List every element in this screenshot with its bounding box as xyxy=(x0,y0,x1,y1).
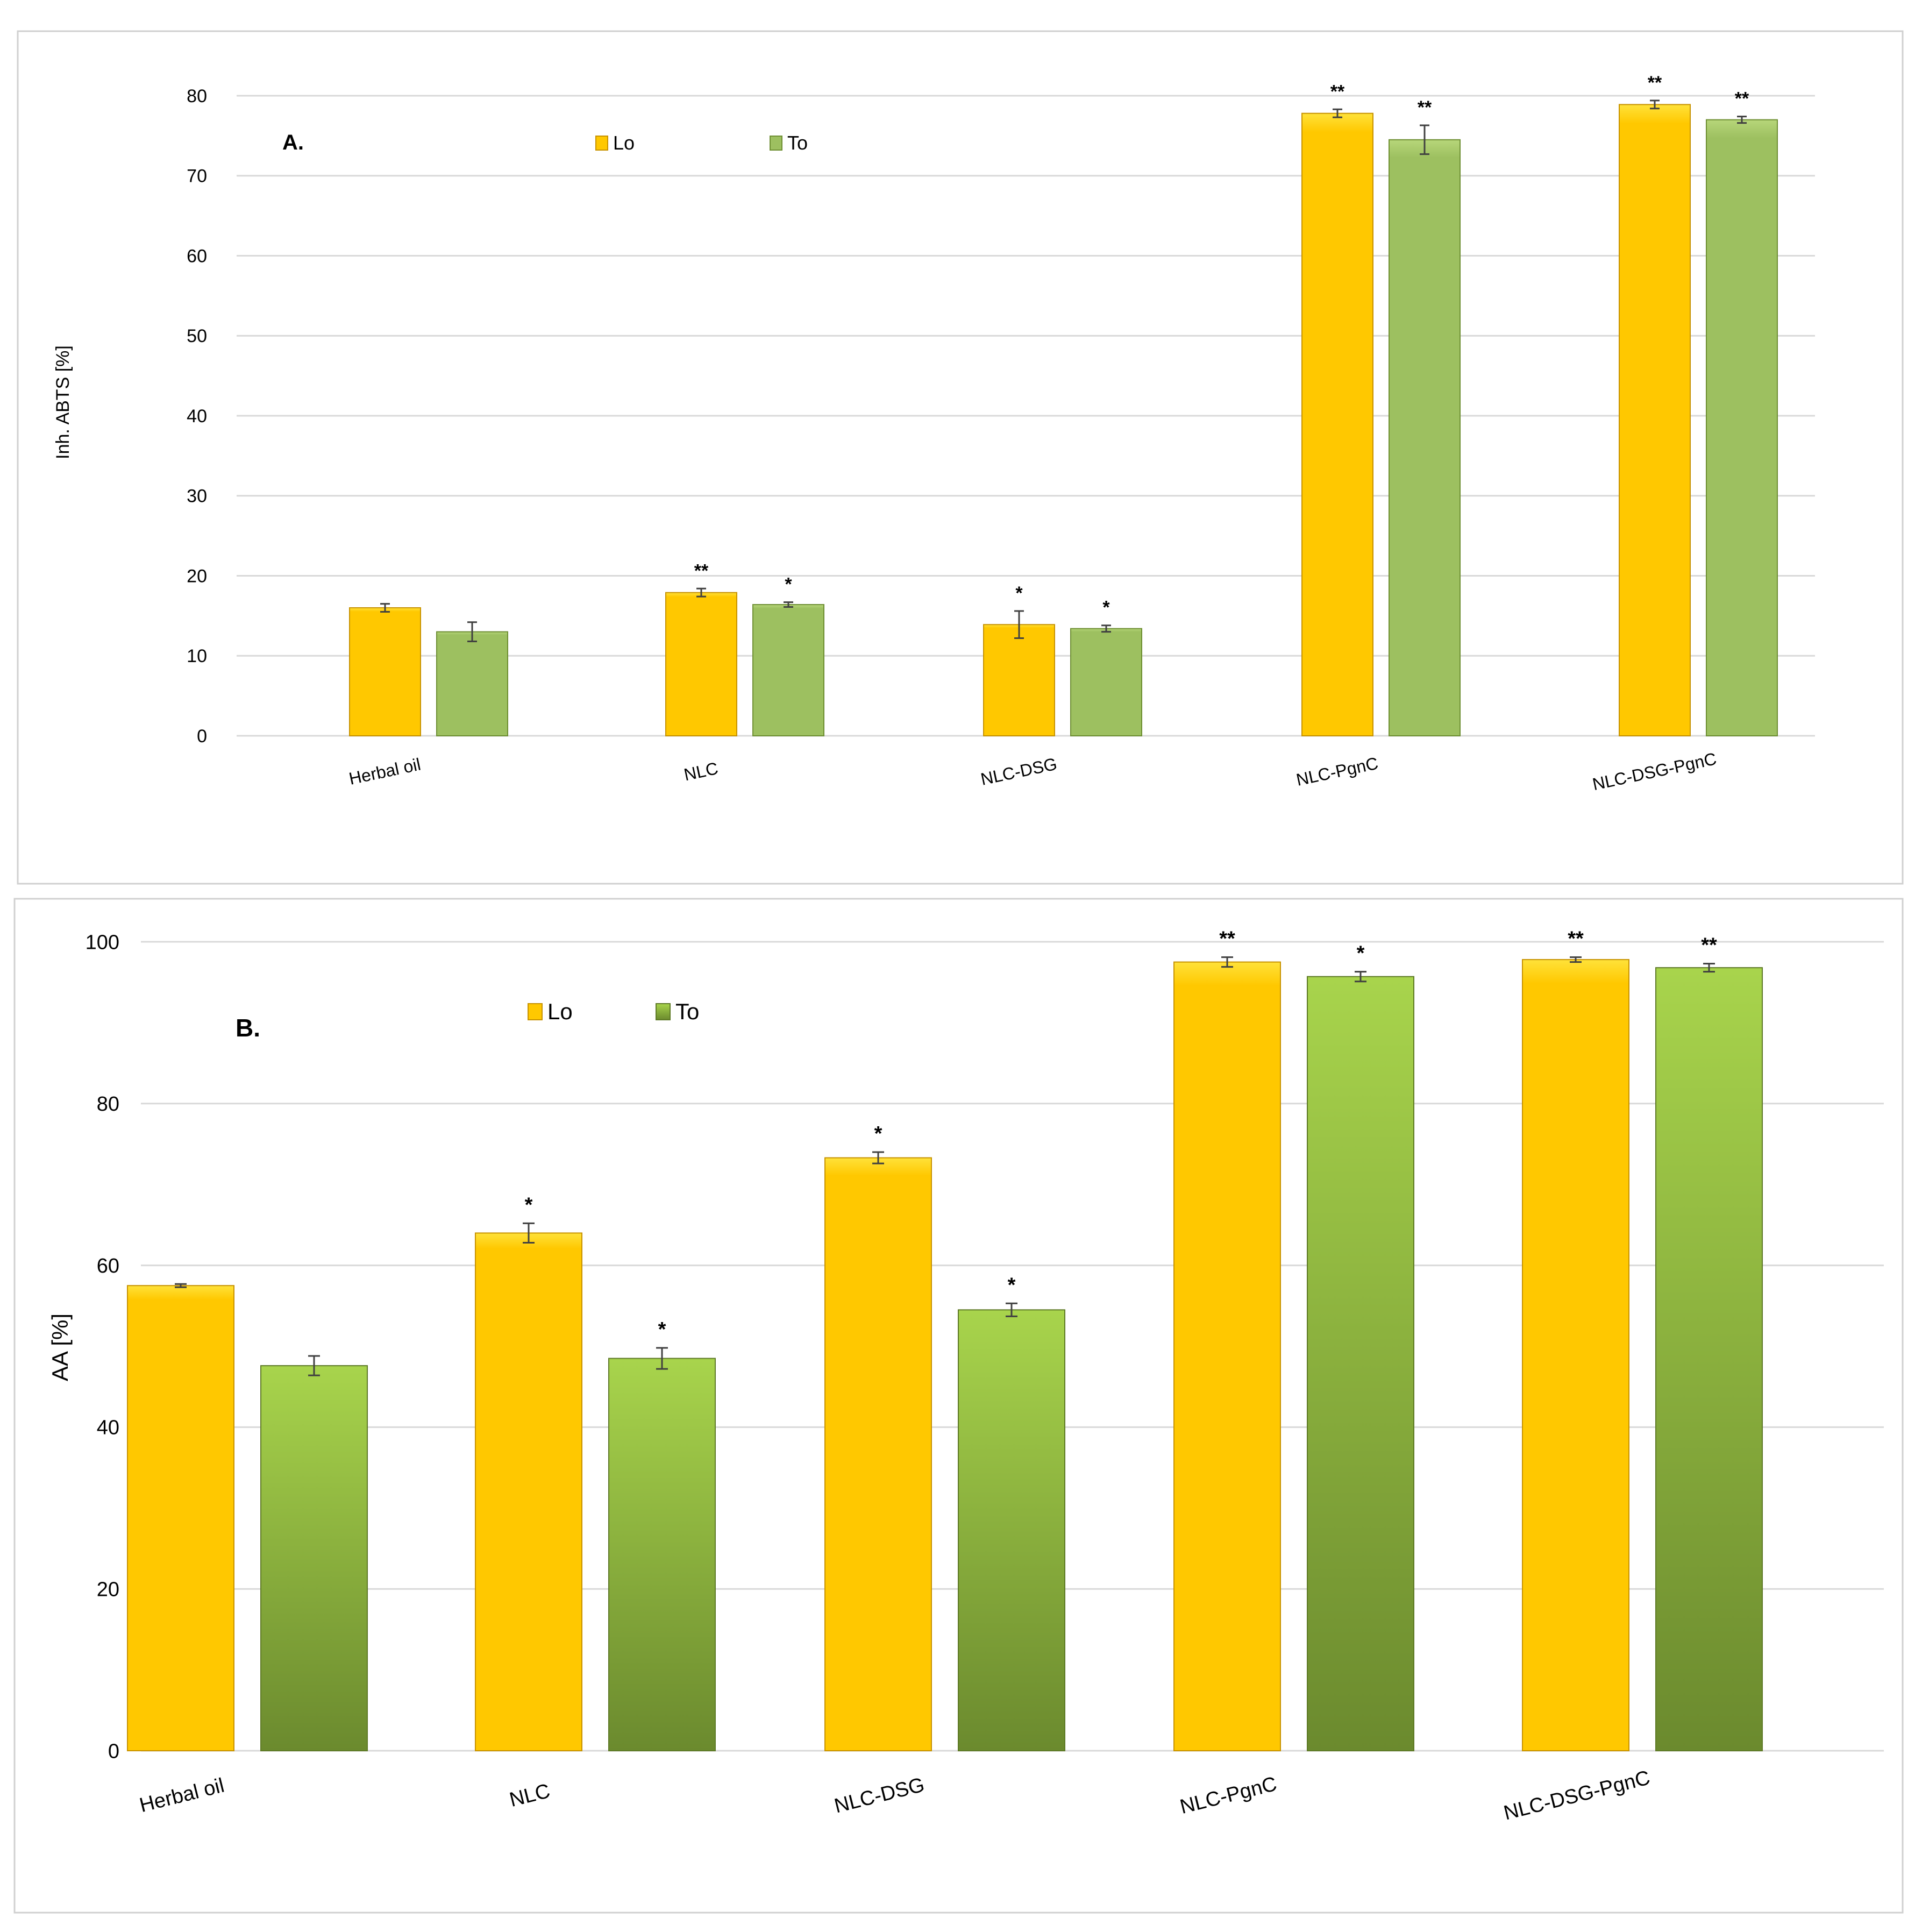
y-tick-label: 80 xyxy=(187,86,207,106)
error-bar xyxy=(1737,116,1747,124)
error-bar xyxy=(1650,100,1660,110)
error-bar xyxy=(1570,956,1582,963)
bar-lo xyxy=(1173,961,1281,1751)
legend-label-to: To xyxy=(675,999,699,1024)
bar-to xyxy=(1070,628,1142,737)
bar-to xyxy=(1706,119,1778,736)
legend-label-lo: Lo xyxy=(547,999,573,1024)
significance-mark: * xyxy=(1357,942,1365,965)
error-bar xyxy=(872,1151,884,1164)
error-bar xyxy=(308,1355,320,1376)
bars xyxy=(349,104,1778,737)
bar-to xyxy=(1655,967,1763,1751)
significance-mark: ** xyxy=(1330,81,1345,102)
y-tick-label: 80 xyxy=(97,1093,119,1116)
error-bar xyxy=(1101,624,1111,633)
error-bar xyxy=(1333,108,1342,118)
significance-mark: * xyxy=(1015,583,1023,603)
significance-mark: ** xyxy=(1219,928,1235,950)
bar-lo xyxy=(475,1232,582,1751)
panel-label: A. xyxy=(282,131,304,154)
error-bar xyxy=(1014,610,1024,640)
error-bar xyxy=(1006,1302,1017,1317)
y-tick-label: 30 xyxy=(187,486,207,507)
significance-mark: ** xyxy=(1701,934,1717,957)
legend-swatch-to xyxy=(656,1003,671,1020)
legend-swatch-lo xyxy=(595,136,608,151)
y-tick-label: 70 xyxy=(187,166,207,187)
y-tick-label: 50 xyxy=(187,326,207,346)
significance-marks: ***** ****** ** xyxy=(694,73,1749,618)
bar-lo xyxy=(824,1157,932,1752)
bar-lo xyxy=(1619,104,1691,736)
legend-swatch-to xyxy=(770,136,782,151)
bars xyxy=(127,959,1763,1752)
y-tick-label: 40 xyxy=(187,406,207,427)
significance-mark: * xyxy=(1102,598,1110,618)
y-tick-label: 0 xyxy=(197,726,207,747)
y-tick-label: 60 xyxy=(187,246,207,266)
bar-to xyxy=(608,1358,716,1752)
bar-to xyxy=(1389,139,1461,736)
y-tick-label: 0 xyxy=(108,1740,119,1763)
error-bar xyxy=(523,1222,535,1244)
error-bar xyxy=(1221,956,1233,968)
bar-to xyxy=(752,604,824,737)
bar-to xyxy=(260,1365,368,1751)
error-bars xyxy=(175,956,1715,1376)
bar-lo xyxy=(1522,959,1629,1751)
legend: Lo To xyxy=(595,132,808,154)
y-tick-label: 40 xyxy=(97,1417,119,1439)
significance-mark: ** xyxy=(694,560,709,581)
panel-label: B. xyxy=(236,1014,260,1042)
significance-marks: **** ***** ** xyxy=(525,928,1717,1341)
error-bar xyxy=(467,621,477,642)
bar-lo xyxy=(665,592,737,737)
error-bar xyxy=(380,603,390,613)
bar-lo xyxy=(983,624,1055,737)
y-tick-label: 60 xyxy=(97,1255,119,1277)
y-axis-label: AA [%] xyxy=(47,1313,73,1381)
error-bar xyxy=(1420,124,1429,155)
legend-swatch-lo xyxy=(528,1003,543,1020)
significance-mark: * xyxy=(658,1318,666,1341)
error-bar xyxy=(175,1283,187,1288)
error-bar xyxy=(784,601,793,608)
bar-to xyxy=(436,631,508,736)
y-tick-label: 20 xyxy=(187,566,207,586)
significance-mark: * xyxy=(874,1123,882,1145)
legend: Lo To xyxy=(528,999,699,1024)
error-bars xyxy=(380,100,1747,642)
significance-mark: ** xyxy=(1648,73,1662,93)
y-tick-label: 10 xyxy=(187,646,207,666)
error-bar xyxy=(696,587,706,598)
bar-to xyxy=(1307,976,1414,1751)
y-tick-label: 20 xyxy=(97,1579,119,1601)
error-bar xyxy=(1703,963,1715,973)
significance-mark: * xyxy=(525,1194,533,1216)
bar-to xyxy=(958,1309,1065,1752)
bar-lo xyxy=(1301,112,1373,737)
y-axis-label: Inh. ABTS [%] xyxy=(53,345,73,459)
significance-mark: ** xyxy=(1568,928,1584,950)
y-tick-label: 100 xyxy=(86,931,119,954)
error-bar xyxy=(656,1347,668,1370)
error-bar xyxy=(1355,971,1366,983)
legend-label-to: To xyxy=(787,132,808,154)
y-axis-ticks: 0 20 40 60 80 100 xyxy=(86,931,119,1763)
y-axis-ticks: 0 10 20 30 40 50 60 70 80 xyxy=(187,86,207,747)
bar-lo xyxy=(127,1285,234,1751)
legend-label-lo: Lo xyxy=(613,132,635,154)
significance-mark: ** xyxy=(1418,97,1432,118)
bar-lo xyxy=(349,607,421,736)
significance-mark: * xyxy=(1008,1274,1016,1296)
significance-mark: ** xyxy=(1735,89,1749,109)
significance-mark: * xyxy=(785,574,792,595)
